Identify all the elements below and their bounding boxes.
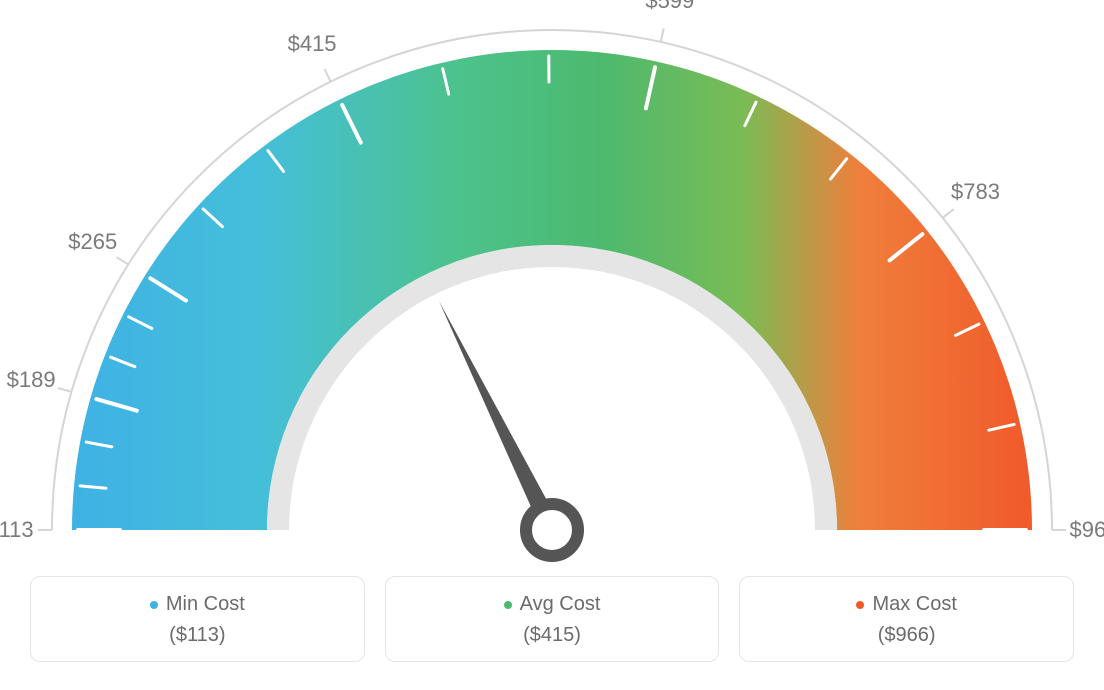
- gauge-tick-label: $189: [7, 367, 56, 393]
- legend-title-max: Max Cost: [760, 593, 1053, 616]
- gauge-svg: [0, 0, 1104, 565]
- legend-value-min: ($113): [51, 624, 344, 647]
- legend-title-min: Min Cost: [51, 593, 344, 616]
- gauge-tick-label: $599: [645, 0, 694, 14]
- gauge-tick-label: $265: [68, 229, 117, 255]
- gauge-tick-label: $415: [288, 31, 337, 57]
- legend-row: Min Cost ($113) Avg Cost ($415) Max Cost…: [30, 576, 1074, 662]
- dot-icon: [504, 601, 512, 609]
- legend-title-text: Max Cost: [872, 593, 956, 616]
- legend-title-text: Min Cost: [166, 593, 245, 616]
- gauge-tick-label: $113: [0, 517, 34, 543]
- gauge-tick-label: $966: [1070, 517, 1104, 543]
- legend-card-max: Max Cost ($966): [739, 576, 1074, 662]
- gauge-tick-label: $783: [951, 179, 1000, 205]
- dot-icon: [150, 601, 158, 609]
- legend-title-avg: Avg Cost: [406, 593, 699, 616]
- legend-value-max: ($966): [760, 624, 1053, 647]
- legend-title-text: Avg Cost: [520, 593, 601, 616]
- gauge-chart: $113 $189 $265 $415 $599 $783 $966: [0, 0, 1104, 565]
- legend-value-avg: ($415): [406, 624, 699, 647]
- legend-card-min: Min Cost ($113): [30, 576, 365, 662]
- dot-icon: [856, 601, 864, 609]
- legend-card-avg: Avg Cost ($415): [385, 576, 720, 662]
